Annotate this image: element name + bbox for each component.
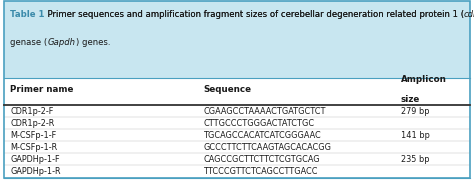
Text: M-CSFp-1-R: M-CSFp-1-R [10, 143, 57, 152]
Bar [4, 1, 470, 78]
Text: Primer name: Primer name [10, 85, 74, 94]
Text: 279 bp: 279 bp [401, 107, 429, 116]
Text: Gapdh: Gapdh [48, 38, 76, 47]
Text: GAPDHp-1-F: GAPDHp-1-F [10, 155, 60, 164]
Text: size: size [401, 95, 420, 104]
Text: Amplicon: Amplicon [401, 75, 447, 84]
Text: CAGCCGCTTCTTCTCGTGCAG: CAGCCGCTTCTTCTCGTGCAG [204, 155, 320, 164]
Text: 141 bp: 141 bp [401, 131, 429, 140]
Text: genase (: genase ( [10, 38, 48, 47]
Text: TGCAGCCACATCATCGGGAAC: TGCAGCCACATCATCGGGAAC [204, 131, 321, 140]
Text: Primer sequences and amplification fragment sizes of cerebellar degeneration rel: Primer sequences and amplification fragm… [42, 10, 464, 19]
Text: cdr1: cdr1 [464, 10, 474, 19]
Text: Sequence: Sequence [204, 85, 252, 94]
Text: TTCCCGTTCTCAGCCTTGACC: TTCCCGTTCTCAGCCTTGACC [204, 167, 319, 176]
Text: M-CSFp-1-F: M-CSFp-1-F [10, 131, 57, 140]
Text: CDR1p-2-F: CDR1p-2-F [10, 107, 54, 116]
Text: Table 1: Table 1 [10, 10, 45, 19]
Text: GCCCTTCTTCAAGTAGCACACGG: GCCCTTCTTCAAGTAGCACACGG [204, 143, 332, 152]
Text: Primer sequences and amplification fragment sizes of cerebellar degeneration rel: Primer sequences and amplification fragm… [42, 10, 464, 19]
Text: CGAAGCCTAAAACTGATGCTCT: CGAAGCCTAAAACTGATGCTCT [204, 107, 326, 116]
Text: 235 bp: 235 bp [401, 155, 429, 164]
Text: CDR1p-2-R: CDR1p-2-R [10, 119, 55, 128]
Text: ) genes.: ) genes. [76, 38, 110, 47]
Text: GAPDHp-1-R: GAPDHp-1-R [10, 167, 61, 176]
Text: CTTGCCCTGGGACTATCTGC: CTTGCCCTGGGACTATCTGC [204, 119, 315, 128]
